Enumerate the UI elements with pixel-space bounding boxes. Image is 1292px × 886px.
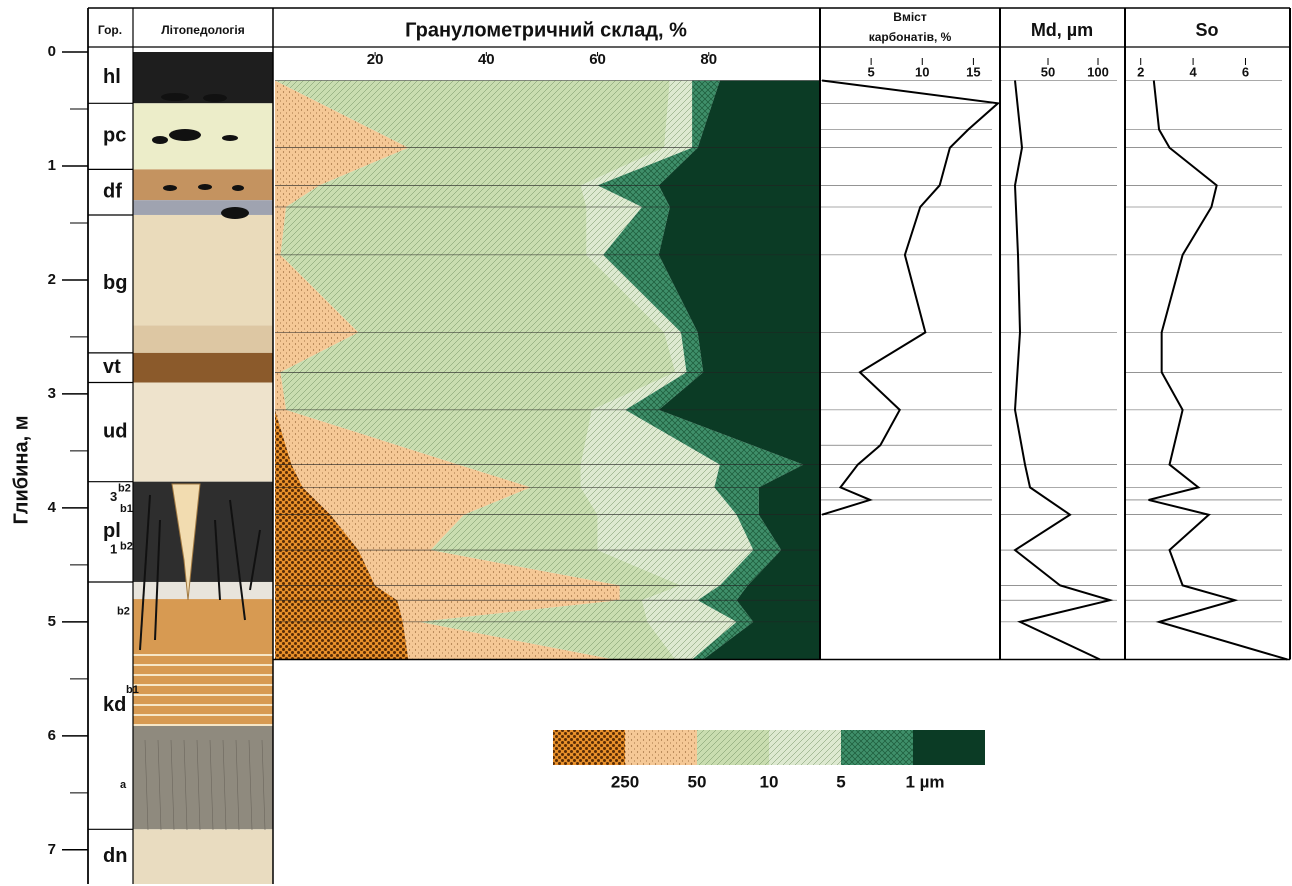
litho-layer bbox=[133, 200, 273, 215]
litho-inclusion bbox=[232, 185, 244, 191]
litho-inclusion bbox=[221, 207, 249, 219]
horizon-label: hl bbox=[103, 66, 121, 88]
horizon-label: dn bbox=[103, 845, 127, 867]
x-tick-label: 4 bbox=[1189, 64, 1197, 79]
horizon-label: pc bbox=[103, 125, 126, 147]
column-header: Гор. bbox=[98, 23, 122, 37]
litho-layer bbox=[133, 482, 273, 582]
x-tick-label: 6 bbox=[1242, 64, 1249, 79]
chart-title: So bbox=[1195, 20, 1218, 40]
column-header: Літопедологія bbox=[161, 23, 245, 37]
litho-inclusion bbox=[169, 129, 201, 141]
x-tick-label: 100 bbox=[1087, 64, 1109, 79]
legend-label: 5 bbox=[836, 772, 845, 791]
y-tick-label: 3 bbox=[48, 385, 56, 402]
x-tick-label: 5 bbox=[868, 64, 875, 79]
horizon-sublabel: b2 bbox=[120, 541, 133, 553]
y-axis-label: Глибина, м bbox=[10, 415, 32, 524]
horizon-label: kd bbox=[103, 694, 126, 716]
litho-inclusion bbox=[203, 94, 227, 102]
litho-layer bbox=[133, 724, 273, 829]
litho-layer bbox=[133, 383, 273, 482]
x-tick-label: 60 bbox=[589, 51, 606, 68]
litho-layer bbox=[133, 103, 273, 169]
horizon-sublabel: b2 bbox=[117, 606, 130, 618]
x-tick-label: 2 bbox=[1137, 64, 1144, 79]
x-tick-label: 10 bbox=[915, 64, 929, 79]
legend-swatch bbox=[841, 730, 913, 765]
area-group bbox=[264, 80, 820, 659]
litho-inclusion bbox=[198, 184, 212, 190]
litho-layer bbox=[133, 582, 273, 599]
chart-title: карбонатів, % bbox=[869, 30, 952, 44]
y-tick-label: 1 bbox=[48, 157, 56, 174]
y-tick-label: 4 bbox=[48, 499, 57, 516]
chart-title: Md, µm bbox=[1031, 20, 1093, 40]
litho-layer bbox=[133, 326, 273, 353]
legend-label: 50 bbox=[688, 772, 707, 791]
litho-inclusion bbox=[152, 136, 168, 144]
legend-label: 250 bbox=[611, 772, 639, 791]
legend-label: 10 bbox=[760, 772, 779, 791]
y-tick-label: 6 bbox=[48, 727, 56, 744]
x-tick-label: 20 bbox=[367, 51, 384, 68]
litho-layer bbox=[133, 353, 273, 383]
horizon-label: vt bbox=[103, 356, 121, 378]
legend-swatch bbox=[553, 730, 625, 765]
y-tick-label: 2 bbox=[48, 271, 56, 288]
litho-inclusion bbox=[222, 135, 238, 141]
y-tick-label: 0 bbox=[48, 43, 56, 60]
horizon-label: ud bbox=[103, 420, 127, 442]
x-tick-label: 15 bbox=[966, 64, 980, 79]
x-tick-label: 50 bbox=[1041, 64, 1055, 79]
horizon-sublabel: b2 bbox=[118, 482, 131, 494]
litho-layer bbox=[133, 829, 273, 884]
chart-title: Вміст bbox=[893, 10, 927, 24]
litho-inclusion bbox=[161, 93, 189, 101]
litho-layer bbox=[133, 52, 273, 103]
horizon-sublabel: b1 bbox=[120, 503, 133, 515]
horizon-sublabel: a bbox=[120, 779, 127, 791]
legend-label: 1 µm bbox=[905, 772, 944, 791]
horizon-sublabel: 3 bbox=[110, 489, 117, 504]
legend-swatch bbox=[913, 730, 985, 765]
chart-title: Гранулометричний склад, % bbox=[405, 19, 687, 41]
horizon-sublabel: 1 bbox=[110, 541, 117, 556]
legend-swatch bbox=[769, 730, 841, 765]
horizon-label: pl bbox=[103, 520, 121, 542]
x-tick-label: 40 bbox=[478, 51, 495, 68]
horizon-label: bg bbox=[103, 272, 127, 294]
x-tick-label: 80 bbox=[700, 51, 717, 68]
legend-swatch bbox=[697, 730, 769, 765]
litho-inclusion bbox=[163, 185, 177, 191]
litho-layer bbox=[133, 215, 273, 326]
horizon-label: df bbox=[103, 180, 122, 202]
legend-swatch bbox=[625, 730, 697, 765]
figure: 01234567hlpcdfbgvtudplkddnb23b11b2b2b1a2… bbox=[0, 0, 1292, 886]
y-tick-label: 7 bbox=[48, 841, 56, 858]
y-tick-label: 5 bbox=[48, 613, 56, 630]
